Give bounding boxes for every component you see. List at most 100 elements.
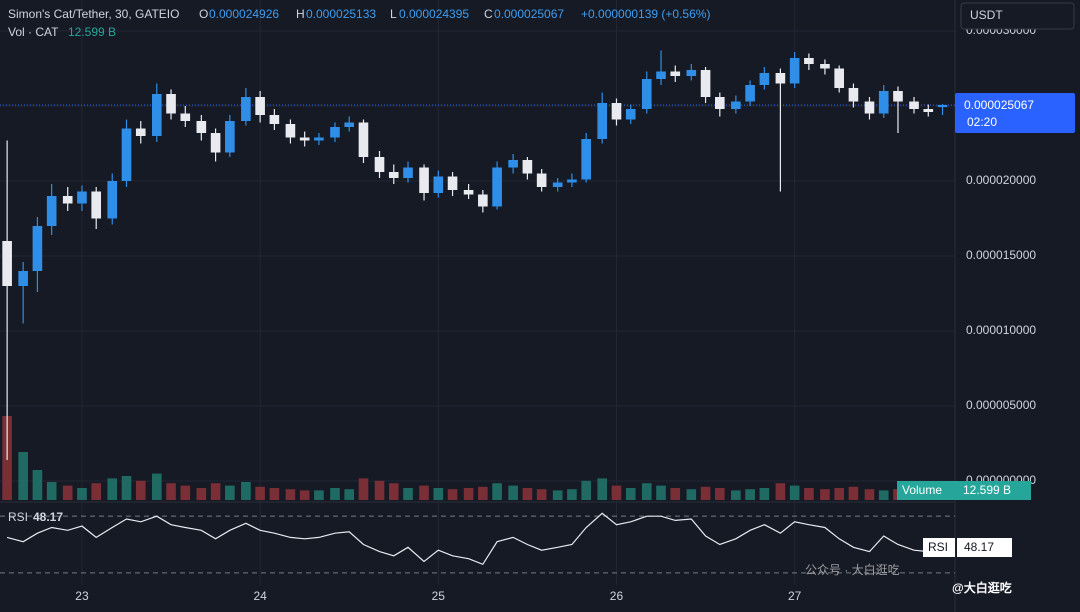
low-label: L xyxy=(390,7,397,21)
volume-value: 12.599 B xyxy=(68,25,116,39)
x-tick-label: 27 xyxy=(788,589,802,603)
close-label: C xyxy=(484,7,493,21)
symbol: Simon's Cat/Tether, 30, GATEIO xyxy=(8,7,179,21)
open-label: O xyxy=(199,7,208,21)
candle-body xyxy=(567,179,577,183)
volume-bar xyxy=(508,485,518,500)
y-tick-label: 0.000010000 xyxy=(966,323,1036,337)
candle-body xyxy=(18,271,28,286)
candle-body xyxy=(210,133,221,153)
close-value: 0.000025067 xyxy=(494,7,564,21)
volume-bar xyxy=(285,489,296,500)
candle-body xyxy=(46,196,57,226)
watermark-channel: 公众号 · 大白逛吃 xyxy=(805,562,900,577)
volume-bar xyxy=(804,488,814,500)
candle-body xyxy=(433,176,444,193)
candle-body xyxy=(2,241,12,286)
candle-body xyxy=(285,124,296,138)
volume-bar xyxy=(581,480,591,500)
candle-body xyxy=(745,85,755,102)
rsi-tag-box xyxy=(923,538,955,557)
candle-body xyxy=(62,196,73,204)
candle-body xyxy=(581,139,591,180)
candle-body xyxy=(715,97,725,109)
candle-body xyxy=(492,167,502,207)
volume-bar xyxy=(625,488,636,500)
rsi-value: 48.17 xyxy=(33,510,63,524)
volume-bar xyxy=(597,478,608,500)
candle-body xyxy=(508,160,518,168)
candle-body xyxy=(330,127,340,138)
volume-bar xyxy=(107,478,118,500)
volume-bar xyxy=(135,480,146,500)
currency[interactable]: USDT xyxy=(970,8,1003,22)
volume-bar xyxy=(225,485,235,500)
volume-bar xyxy=(330,488,340,500)
candle-body xyxy=(937,104,948,108)
candle-body xyxy=(789,58,800,84)
y-tick-label: 0.000020000 xyxy=(966,173,1036,187)
volume-bar xyxy=(433,488,444,500)
volume-bar xyxy=(864,489,875,500)
candle-body xyxy=(834,68,844,88)
volume-bar xyxy=(700,486,711,500)
candles xyxy=(2,50,948,460)
rsi-pane xyxy=(0,512,955,574)
volume-tag-name: Volume xyxy=(902,483,942,497)
volume-bar xyxy=(77,488,87,500)
volume-bar xyxy=(463,488,474,500)
volume-bar xyxy=(403,488,413,500)
candle-body xyxy=(670,71,681,76)
volume-bar xyxy=(522,488,533,500)
rsi-tag-value: 48.17 xyxy=(964,540,994,554)
rsi-tag-name: RSI xyxy=(928,540,948,554)
candle-body xyxy=(923,109,934,112)
candle-body xyxy=(121,128,132,181)
volume-bar xyxy=(255,486,265,500)
candle-body xyxy=(135,128,146,136)
candle-body xyxy=(536,173,547,187)
volume-label: Vol · CAT xyxy=(8,25,59,39)
volume-bar xyxy=(552,490,563,500)
volume-bar xyxy=(151,473,162,500)
volume-bar xyxy=(344,489,355,500)
currency-box[interactable] xyxy=(960,2,1075,30)
candle-body xyxy=(91,191,102,219)
candle-body xyxy=(775,73,786,84)
candle-body xyxy=(686,70,697,76)
change: +0.000000139 (+0.56%) xyxy=(581,7,710,21)
candle-body xyxy=(893,91,903,102)
candle-body xyxy=(196,121,207,133)
volume-bar xyxy=(478,486,488,500)
volume-bar xyxy=(759,488,770,500)
volume-bar xyxy=(834,488,844,500)
volume-bar xyxy=(536,489,547,500)
volume-bar xyxy=(731,490,741,500)
volume-bar xyxy=(447,489,458,500)
candle-body xyxy=(864,101,875,114)
volume-bar xyxy=(121,476,132,500)
candle-body xyxy=(225,121,235,153)
candle-body xyxy=(700,70,711,97)
volume-bar xyxy=(686,489,697,500)
volume-bar xyxy=(775,483,786,500)
candle-body xyxy=(32,226,43,271)
candle-body xyxy=(731,101,741,109)
volume-bar xyxy=(32,470,43,500)
candle-body xyxy=(255,97,265,115)
volume-bar xyxy=(210,483,221,500)
x-tick-label: 24 xyxy=(253,589,267,603)
rsi-line xyxy=(6,512,943,566)
candle-body xyxy=(878,91,889,114)
watermark-handle: @大白逛吃 xyxy=(952,580,1012,595)
candle-body xyxy=(388,172,399,178)
candle-body xyxy=(314,137,324,141)
candle-body xyxy=(358,122,369,157)
volume-bar xyxy=(241,482,251,500)
volume-bar xyxy=(196,488,207,500)
low-value: 0.000024395 xyxy=(399,7,469,21)
candle-body xyxy=(269,115,280,124)
x-tick-label: 23 xyxy=(75,589,89,603)
